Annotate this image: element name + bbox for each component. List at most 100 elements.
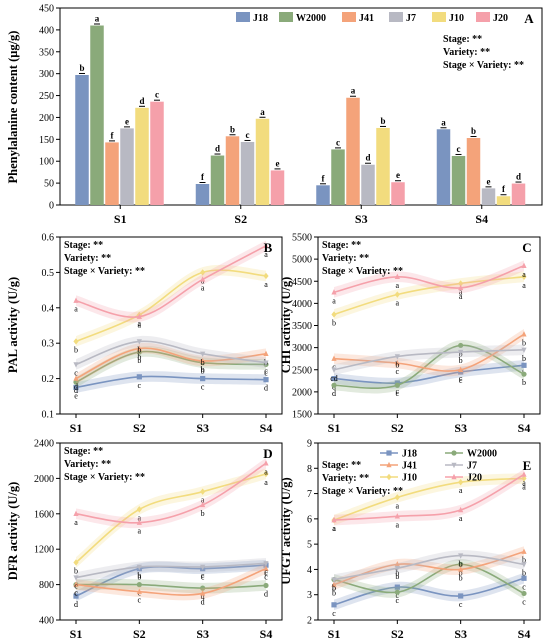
legend-label: J18 (253, 13, 268, 24)
significance-letter: b (459, 356, 463, 365)
panel-c-label: C (522, 240, 531, 255)
legend-marker-j10 (386, 473, 392, 481)
data-point-j41 (331, 581, 337, 587)
significance-letter: b (137, 353, 141, 362)
significance-letter: a (260, 107, 265, 117)
bar-j20 (270, 170, 285, 205)
data-point-j20 (521, 262, 527, 268)
significance-letter: a (522, 281, 526, 290)
bar-j41 (346, 97, 360, 205)
significance-letter: c (74, 589, 78, 598)
panel-a-ytick-label: 100 (39, 157, 54, 168)
data-point-j7 (200, 351, 206, 358)
ytick-label: 2400 (34, 439, 54, 450)
significance-letter: c (246, 130, 250, 140)
significance-letter: a (522, 270, 526, 279)
panel-a-xtick-label: S1 (114, 212, 127, 226)
panel-a-label: A (524, 11, 534, 26)
significance-letter: d (201, 592, 205, 601)
data-point-j20 (458, 284, 464, 291)
significance-letter: b (522, 338, 526, 347)
series-line-w2000 (333, 563, 525, 595)
data-point-j10 (521, 273, 527, 281)
ci-band-j18 (76, 559, 266, 602)
legend-label: J18 (402, 449, 417, 460)
data-point-j20 (200, 501, 206, 508)
significance-letter: c (264, 368, 268, 377)
xtick-label: S2 (391, 627, 404, 641)
ci-band-j41 (334, 546, 524, 590)
significance-letter: e (276, 158, 280, 168)
significance-letter: b (522, 568, 526, 577)
panel-a-ytick-label: 450 (39, 4, 54, 15)
data-point-j41 (200, 357, 206, 364)
significance-letter: c (459, 374, 463, 383)
significance-letter: c (155, 90, 159, 100)
significance-letter: b (137, 356, 141, 365)
legend-label: J10 (449, 13, 464, 24)
data-point-j18 (394, 584, 400, 590)
xtick-label: S4 (518, 421, 531, 435)
series-line-j7 (333, 349, 525, 371)
data-point-j18 (521, 362, 527, 368)
series-line-w2000 (75, 350, 267, 383)
panel-e-stat-variety: Variety: ** (322, 473, 369, 484)
ytick-label: 3000 (292, 343, 312, 354)
series-line-j18 (333, 577, 525, 606)
significance-letter: d (139, 96, 144, 106)
panel-a-xtick-label: S4 (475, 212, 488, 226)
series-line-j10 (75, 269, 267, 343)
data-point-j7 (521, 347, 527, 354)
significance-letter: a (459, 292, 463, 301)
panel-c-line-chart: 1500 2000 2500 3000 3500 4000 4500 5000 5500 S1 S2… (279, 233, 541, 435)
data-point-j7 (331, 577, 337, 583)
data-point-j18 (331, 602, 337, 608)
panel-e-ylabel: UFGT activity (U/g) (279, 477, 293, 584)
significance-letter: d (516, 172, 521, 182)
significance-letter: c (522, 597, 526, 606)
series-line-j18 (333, 364, 525, 384)
significance-letter: c (336, 137, 340, 147)
ci-band-w2000 (334, 559, 524, 599)
data-point-j41 (200, 590, 206, 596)
data-point-j10 (200, 269, 206, 276)
significance-letter: a (522, 482, 526, 491)
data-point-j7 (136, 339, 142, 345)
data-point-j41 (458, 566, 464, 572)
ytick-label: 0.4 (42, 303, 55, 314)
data-point-j41 (394, 359, 400, 366)
data-point-j7 (331, 367, 337, 373)
panel-a-xtick-label: S2 (234, 212, 247, 226)
data-point-j20 (458, 506, 464, 513)
significance-letter: b (137, 573, 141, 582)
panel-a-stat-variety: Variety: ** (443, 47, 490, 58)
data-point-j10 (73, 559, 79, 566)
data-point-j20 (73, 510, 79, 516)
legend-swatch-j7 (389, 12, 403, 22)
panel-a-stat-interaction: Stage × Variety: ** (443, 60, 524, 71)
significance-letter: a (95, 14, 100, 24)
significance-letter: d (74, 600, 78, 609)
data-point-j10 (73, 338, 79, 345)
data-point-j20 (136, 313, 142, 319)
panel-d-stat-variety: Variety: ** (64, 459, 111, 470)
panel-e-frame (317, 442, 541, 621)
data-point-j7 (394, 354, 400, 360)
data-point-j10 (263, 470, 269, 478)
data-point-j20 (521, 471, 527, 477)
significance-letter: a (201, 496, 205, 505)
significance-letter: a (459, 486, 463, 495)
significance-letter: b (522, 378, 526, 387)
data-point-j18 (263, 377, 269, 383)
data-point-j18 (521, 575, 527, 581)
data-point-j41 (521, 331, 527, 337)
significance-letter: c (264, 569, 268, 578)
data-point-w2000 (521, 590, 527, 597)
ytick-label: 8 (307, 464, 312, 475)
data-point-j41 (73, 581, 79, 587)
ytick-label: 4500 (292, 277, 312, 288)
data-point-j20 (136, 519, 142, 525)
significance-letter: d (74, 383, 78, 392)
significance-letter: b (332, 589, 336, 598)
data-point-j10 (394, 494, 400, 501)
